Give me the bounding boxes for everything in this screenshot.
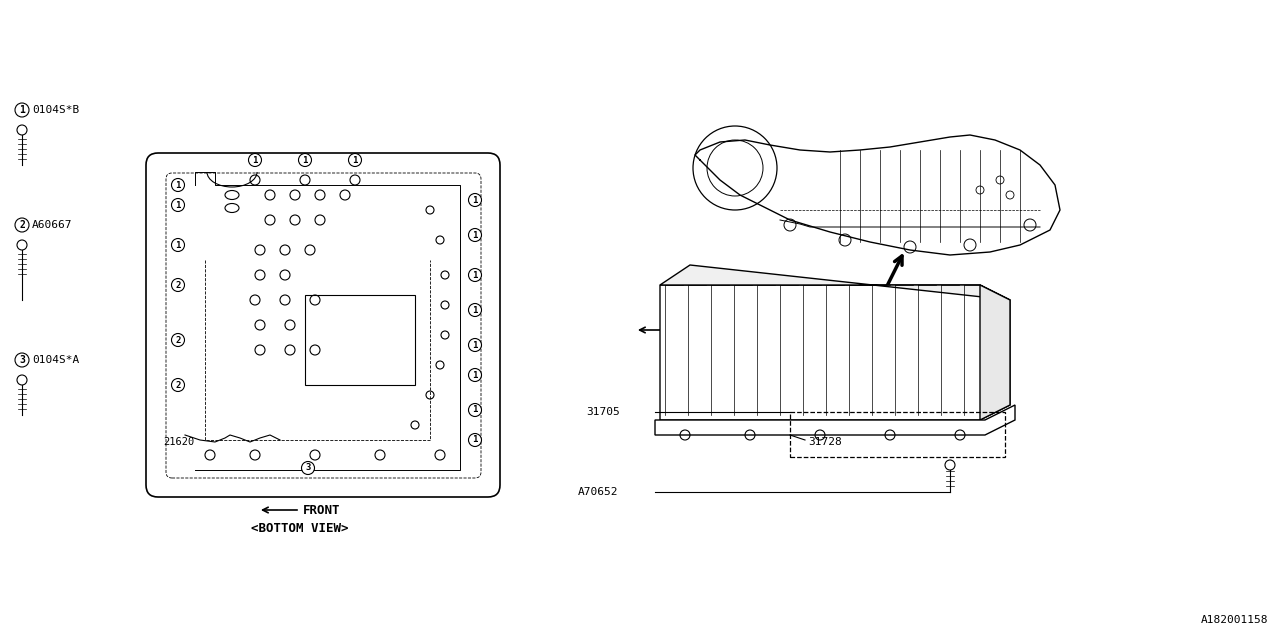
Text: 1: 1 — [472, 435, 477, 445]
Circle shape — [172, 333, 184, 346]
Circle shape — [172, 239, 184, 252]
Circle shape — [172, 378, 184, 392]
Text: 1: 1 — [472, 195, 477, 205]
Text: 3: 3 — [19, 355, 24, 365]
Circle shape — [172, 198, 184, 211]
Circle shape — [468, 303, 481, 317]
Text: 1: 1 — [302, 156, 307, 164]
Polygon shape — [660, 265, 1010, 300]
Polygon shape — [980, 285, 1010, 420]
Text: <BOTTOM VIEW>: <BOTTOM VIEW> — [251, 522, 348, 534]
Text: A182001158: A182001158 — [1201, 615, 1268, 625]
Circle shape — [298, 154, 311, 166]
Circle shape — [468, 269, 481, 282]
Circle shape — [248, 154, 261, 166]
Text: 2: 2 — [19, 220, 24, 230]
Text: 0104S*B: 0104S*B — [32, 105, 79, 115]
Circle shape — [172, 278, 184, 291]
Text: 1: 1 — [472, 271, 477, 280]
Text: 1: 1 — [352, 156, 357, 164]
Circle shape — [15, 353, 29, 367]
Bar — [790, 412, 1005, 457]
Circle shape — [468, 228, 481, 241]
Circle shape — [468, 403, 481, 417]
Text: 1: 1 — [175, 200, 180, 209]
Text: 0104S*A: 0104S*A — [32, 355, 79, 365]
Circle shape — [15, 218, 29, 232]
Text: FRONT: FRONT — [680, 323, 718, 337]
Text: 31728: 31728 — [808, 437, 842, 447]
Text: 1: 1 — [472, 406, 477, 415]
Circle shape — [468, 369, 481, 381]
Circle shape — [468, 433, 481, 447]
Text: 2: 2 — [175, 335, 180, 344]
Polygon shape — [660, 285, 1010, 420]
Polygon shape — [655, 405, 1015, 435]
Text: 1: 1 — [472, 305, 477, 314]
Text: 21620: 21620 — [163, 437, 195, 447]
Text: 1: 1 — [19, 105, 24, 115]
Circle shape — [302, 461, 315, 474]
Circle shape — [468, 193, 481, 207]
Text: 2: 2 — [175, 280, 180, 289]
Text: 1: 1 — [252, 156, 257, 164]
Circle shape — [468, 339, 481, 351]
Text: A70652: A70652 — [577, 487, 618, 497]
Text: 1: 1 — [175, 241, 180, 250]
Text: 1: 1 — [175, 180, 180, 189]
Circle shape — [348, 154, 361, 166]
Text: 31705: 31705 — [586, 407, 620, 417]
Text: 1: 1 — [472, 371, 477, 380]
Text: 3: 3 — [306, 463, 311, 472]
Text: 1: 1 — [472, 230, 477, 239]
Text: A60667: A60667 — [32, 220, 73, 230]
Bar — [305, 295, 415, 385]
Text: 1: 1 — [472, 340, 477, 349]
Circle shape — [172, 179, 184, 191]
Circle shape — [15, 103, 29, 117]
Text: FRONT: FRONT — [303, 504, 340, 516]
Text: 2: 2 — [175, 381, 180, 390]
